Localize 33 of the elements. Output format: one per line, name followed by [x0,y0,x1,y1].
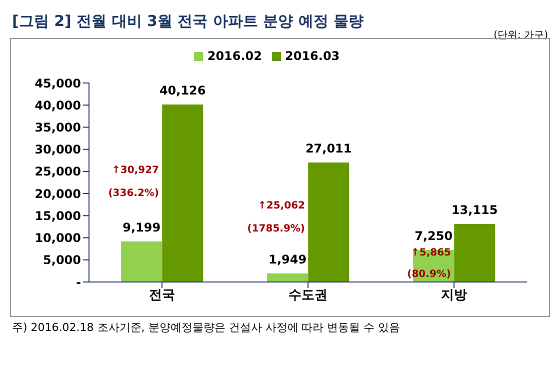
y-tick-label: 15,000 [34,208,81,223]
data-label: 7,250 [414,228,453,243]
bar [162,104,204,282]
data-label: 27,011 [305,142,352,156]
legend-label: 2016.03 [285,49,340,63]
data-label: 40,126 [159,84,206,98]
chart-title: [그림 2] 전월 대비 3월 전국 아파트 분양 예정 물량 [12,12,364,31]
x-tick-label: 수도권 [288,288,328,304]
legend-label: 2016.02 [207,49,262,63]
bar [121,241,162,282]
annotation: ↑25,062 [258,200,306,212]
y-tick-label: 20,000 [34,186,81,201]
y-tick-label: 5,000 [43,253,81,268]
data-label: 1,949 [268,252,307,266]
y-tick-label: 40,000 [34,98,81,112]
bar [454,224,496,282]
y-tick-label: 45,000 [34,76,81,90]
annotation: ↑30,927 [112,164,160,176]
y-tick-label: 25,000 [34,164,81,179]
text: 주) 2016.02.18 조사기준, 분양예정물량은 건설사 사정에 따라 변동될 수 있음 [12,320,400,335]
y-tick-label: - [76,275,82,290]
x-tick-label: 전국 [149,288,175,304]
annotation: (336.2%) [108,188,159,199]
y-tick-label: 35,000 [34,120,81,134]
annotation: (1785.9%) [247,223,305,234]
bar [267,273,308,282]
x-tick-label: 지방 [441,288,467,304]
y-tick-label: 10,000 [34,231,81,246]
data-label: 13,115 [451,203,498,218]
annotation: ↑5,865 [410,247,452,258]
y-tick-label: 30,000 [34,142,81,157]
data-label: 9,199 [122,220,161,234]
bar [308,162,350,282]
